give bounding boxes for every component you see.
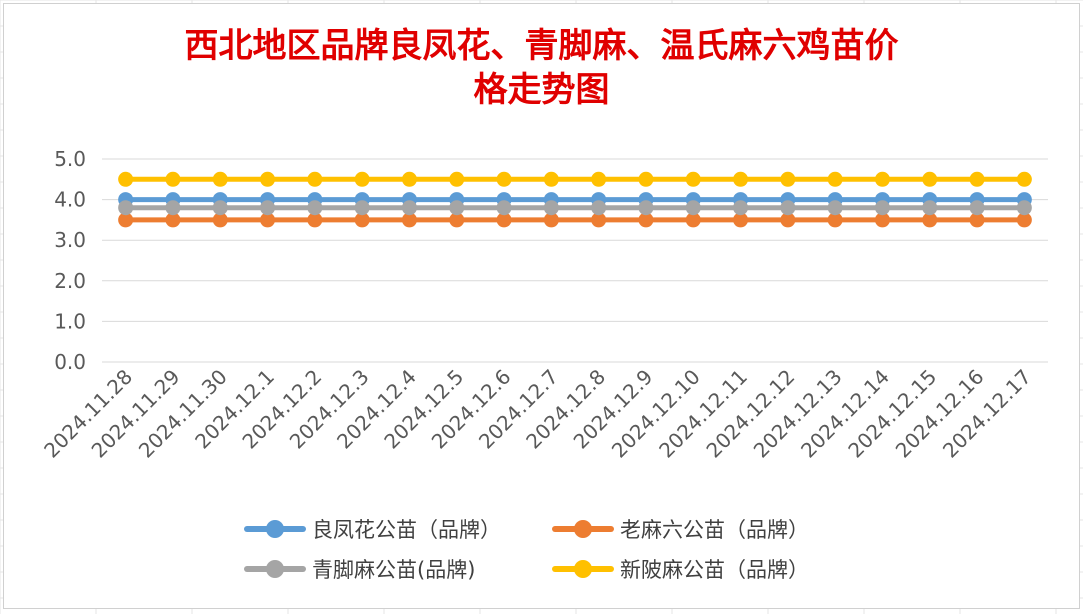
series-2-point (260, 212, 276, 228)
series-4-point (685, 171, 701, 187)
legend-item-2: 老麻六公苗（品牌） (552, 514, 809, 544)
series-2-point (118, 212, 134, 228)
series-2-point (449, 212, 465, 228)
series-2-point (780, 212, 796, 228)
series-3-point (827, 200, 843, 216)
series-3-point (307, 200, 323, 216)
series-4-point (165, 171, 181, 187)
series-3-point (874, 200, 890, 216)
series-2-point (591, 212, 607, 228)
series-2-point (733, 212, 749, 228)
series-4-point (543, 171, 559, 187)
series-2-point (1016, 212, 1032, 228)
y-tick-label: 5.0 (54, 147, 86, 171)
series-3-point (496, 200, 512, 216)
series-2-point (827, 212, 843, 228)
series-4-point (1016, 171, 1032, 187)
series-3-point (922, 200, 938, 216)
legend-swatch-icon (552, 559, 614, 579)
series-3-point (165, 200, 181, 216)
series-2-point (165, 212, 181, 228)
legend-item-1: 良凤花公苗（品牌） (244, 514, 501, 544)
chart-title-line-2: 格走势图 (473, 70, 610, 110)
legend-label: 青脚麻公苗(品牌) (312, 558, 476, 582)
legend-swatch-icon (244, 519, 306, 539)
series-3-point (543, 200, 559, 216)
series-4-point (969, 171, 985, 187)
series-2-point (922, 212, 938, 228)
series-3-point (1016, 200, 1032, 216)
series-2-point (354, 212, 370, 228)
series-3-point (260, 200, 276, 216)
series-2-point (874, 212, 890, 228)
series-4-point (827, 171, 843, 187)
series-4-point (874, 171, 890, 187)
series-2-point (401, 212, 417, 228)
series-4-point (922, 171, 938, 187)
series-3-point (780, 200, 796, 216)
series-4-point (307, 171, 323, 187)
series-4-point (638, 171, 654, 187)
series-4-point (260, 171, 276, 187)
series-2-point (496, 212, 512, 228)
series-2-point (969, 212, 985, 228)
series-4-point (354, 171, 370, 187)
series-3-point (591, 200, 607, 216)
legend-item-4: 新陂麻公苗（品牌） (552, 554, 809, 584)
series-4-point (212, 171, 228, 187)
series-3-point (733, 200, 749, 216)
series-3-point (638, 200, 654, 216)
series-3-point (401, 200, 417, 216)
chart-area[interactable] (3, 3, 1080, 609)
legend-item-3: 青脚麻公苗(品牌) (244, 554, 475, 584)
series-2-point (212, 212, 228, 228)
series-2-point (638, 212, 654, 228)
series-4-point (496, 171, 512, 187)
series-4-point (118, 171, 134, 187)
series-3-point (449, 200, 465, 216)
series-3-point (969, 200, 985, 216)
y-tick-label: 3.0 (54, 228, 86, 252)
legend-label: 良凤花公苗（品牌） (312, 518, 501, 542)
series-4-point (401, 171, 417, 187)
y-tick-label: 4.0 (54, 188, 86, 212)
y-tick-label: 1.0 (54, 309, 86, 333)
series-3-point (212, 200, 228, 216)
series-3-point (685, 200, 701, 216)
legend-swatch-icon (244, 559, 306, 579)
series-4-point (780, 171, 796, 187)
chart-title: 西北地区品牌良凤花、青脚麻、温氏麻六鸡苗价 格走势图 (0, 24, 1083, 112)
series-2-point (543, 212, 559, 228)
legend-label: 老麻六公苗（品牌） (620, 518, 809, 542)
chart-title-line-1: 西北地区品牌良凤花、青脚麻、温氏麻六鸡苗价 (184, 26, 899, 66)
series-4-point (733, 171, 749, 187)
series-3-point (354, 200, 370, 216)
y-tick-label: 0.0 (54, 350, 86, 374)
series-2-point (685, 212, 701, 228)
series-2-point (307, 212, 323, 228)
legend-swatch-icon (552, 519, 614, 539)
chart-legend: 良凤花公苗（品牌） 老麻六公苗（品牌） 青脚麻公苗(品牌) 新陂麻公苗（品牌） (0, 510, 1083, 600)
legend-label: 新陂麻公苗（品牌） (620, 558, 809, 582)
y-tick-label: 2.0 (54, 269, 86, 293)
series-4-point (591, 171, 607, 187)
series-3-point (118, 200, 134, 216)
series-4-point (449, 171, 465, 187)
